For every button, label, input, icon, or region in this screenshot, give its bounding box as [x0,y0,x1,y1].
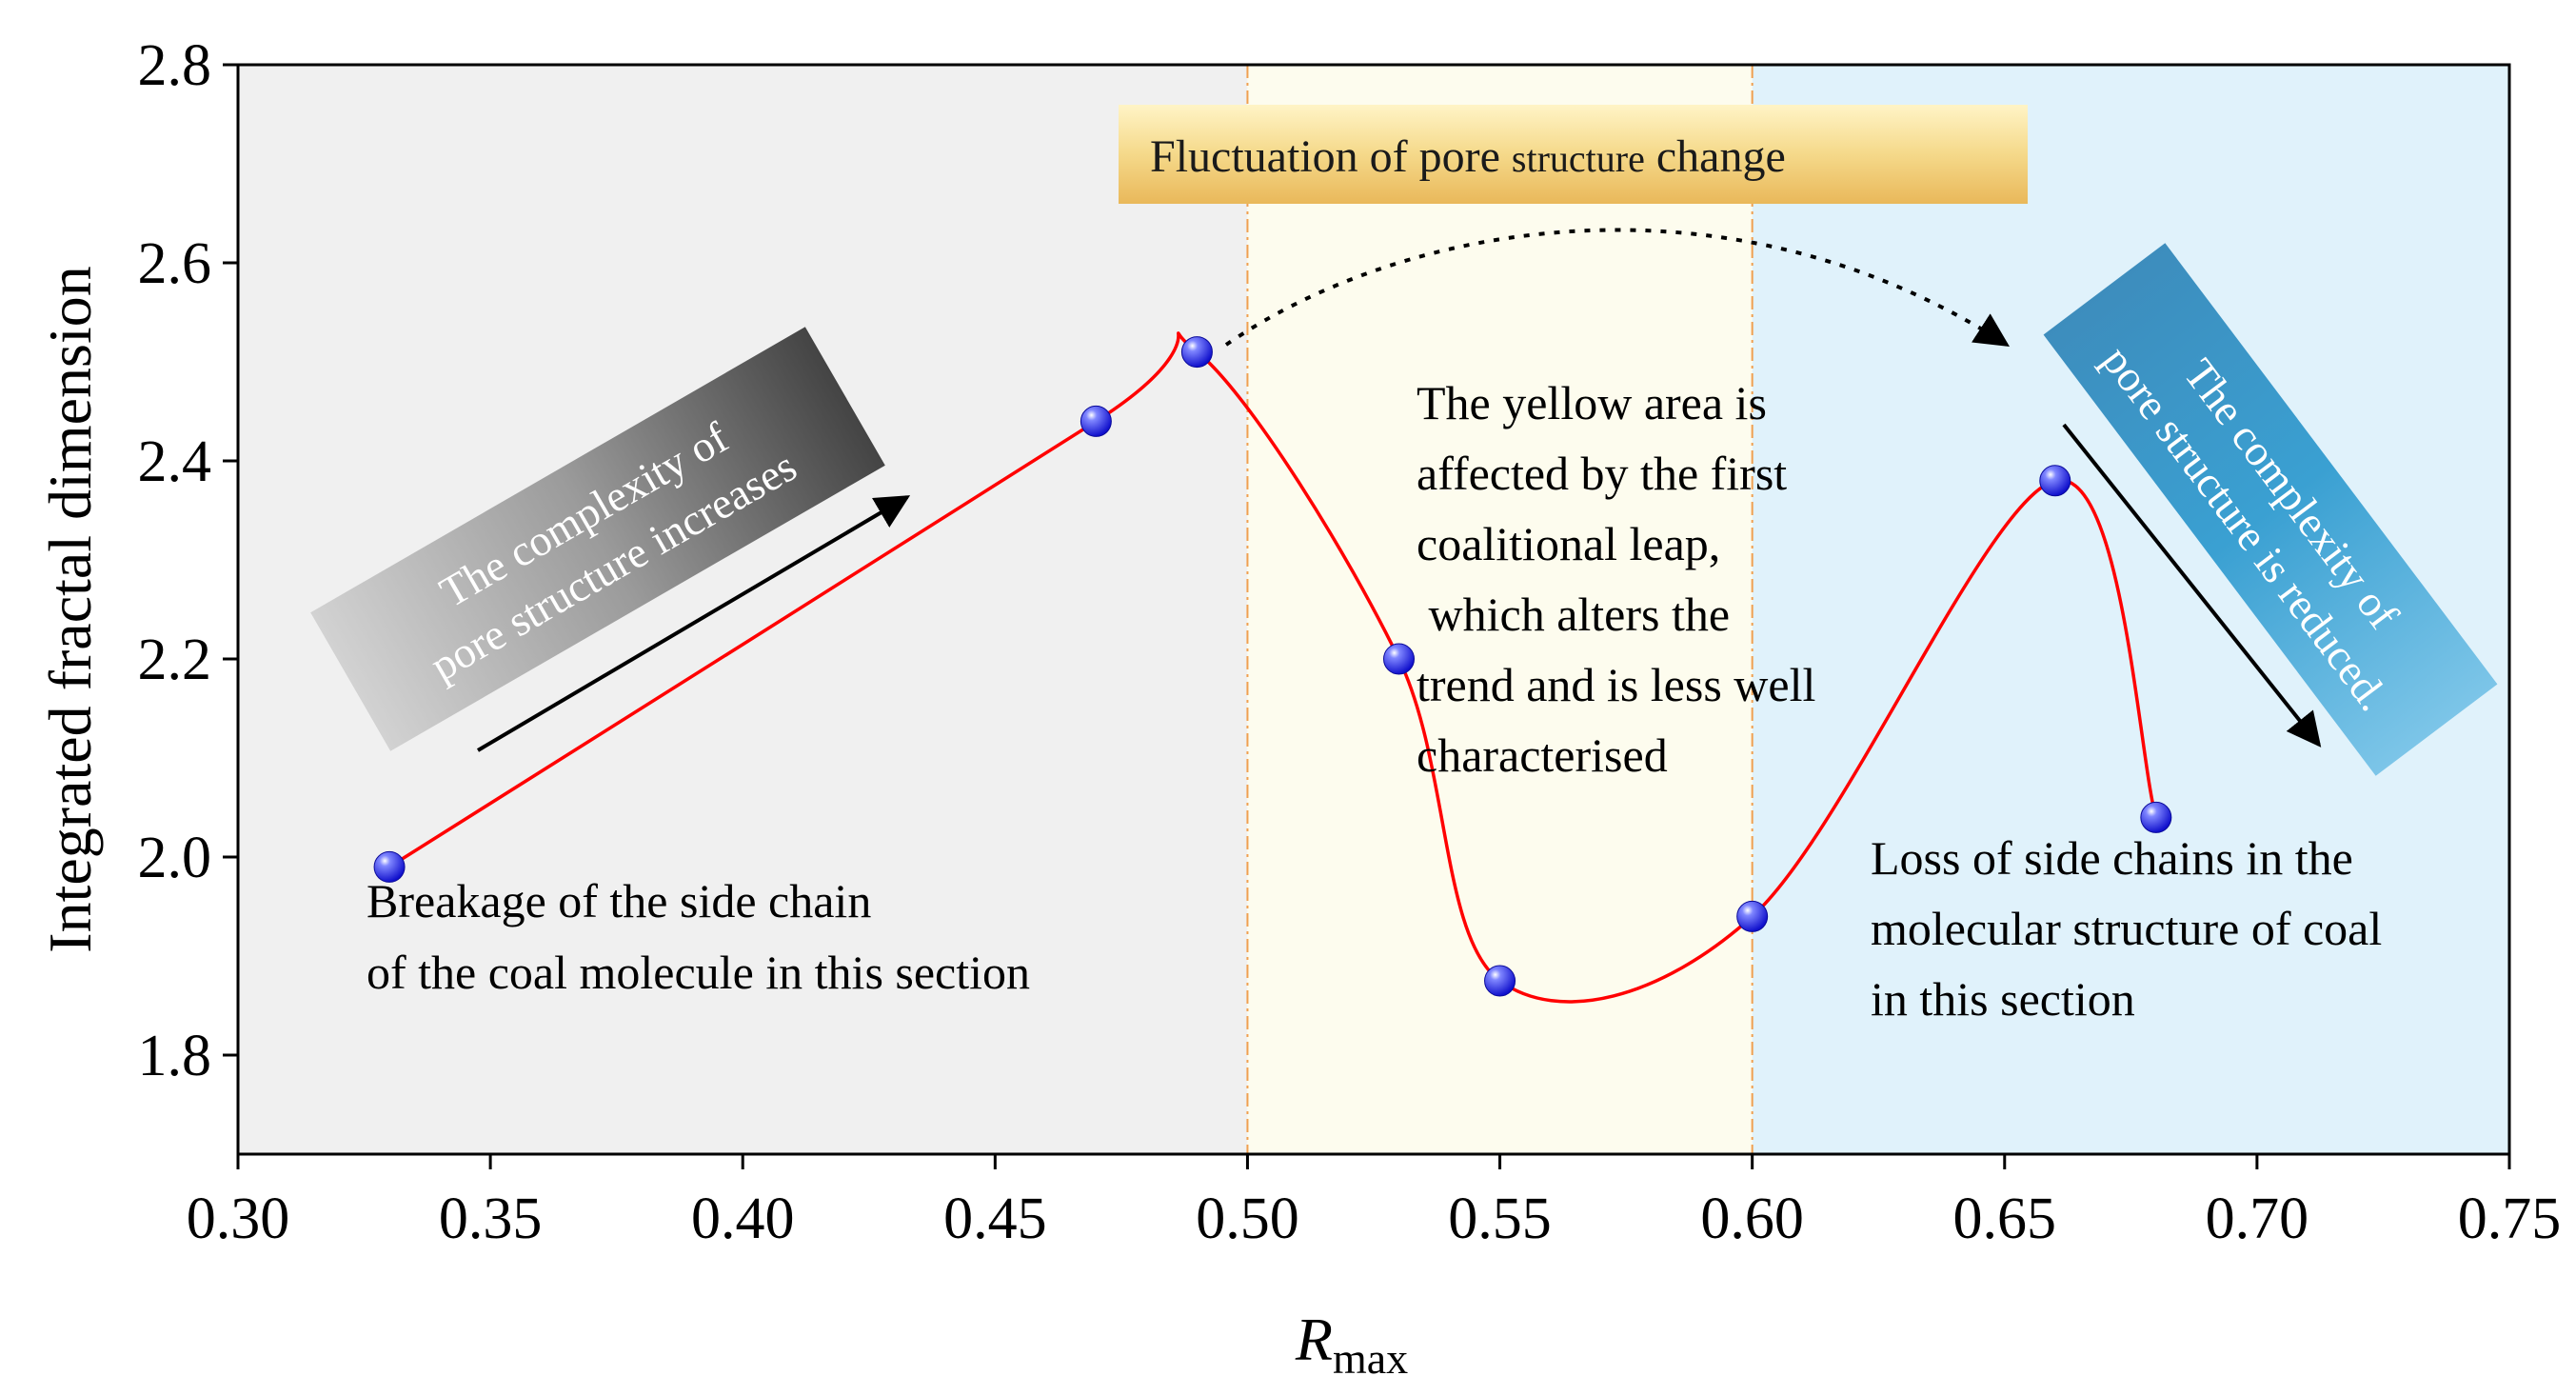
left-annotation-line-2: of the coal molecule in this section [367,946,1030,999]
x-tick-label: 0.75 [2458,1187,2562,1251]
x-tick-label: 0.35 [439,1187,543,1251]
y-tick-label: 2.0 [138,826,212,890]
plot-frame [236,63,2511,1156]
data-point [1180,336,1213,369]
left-annotation: Breakage of the side chain of the coal m… [367,874,1030,999]
middle-annotation-line-3: coalitional leap, [1417,517,1720,570]
x-tick-label: 0.45 [943,1187,1047,1251]
y-tick-label: 2.8 [138,33,212,98]
data-point [2140,801,2172,833]
banner-background [1119,105,2028,204]
x-tick-label: 0.40 [691,1187,795,1251]
right-annotation-line-1: Loss of side chains in the [1871,831,2353,885]
fluctuation-banner: Fluctuation of pore structure change [1119,105,2028,204]
x-tick-label: 0.55 [1448,1187,1552,1251]
banner-text: Fluctuation of pore structure change [1150,131,1786,182]
x-tick-label: 0.50 [1196,1187,1299,1251]
x-axis-title-main: R [1295,1306,1333,1373]
banner-text-prefix: Fluctuation of pore [1150,131,1512,182]
y-tick-label: 2.2 [138,628,212,692]
left-annotation-line-1: Breakage of the side chain [367,874,871,927]
x-tick-label: 0.60 [1700,1187,1804,1251]
data-points [373,336,2172,997]
middle-annotation-line-6: characterised [1417,728,1668,782]
data-point [373,850,406,883]
middle-annotation-line-4: which alters the [1417,588,1730,641]
data-point [1383,643,1416,675]
x-axis-ticks: 0.30 0.35 0.40 0.45 0.50 0.55 0.60 0.65 0.70 0.75 [187,1154,2562,1251]
y-axis-title: Integrated fractal dimension [36,266,104,952]
decrease-arrow [2062,423,2322,748]
fluctuation-dotted-arrow [1224,228,2011,347]
middle-annotation-line-5: trend and is less well [1417,658,1815,711]
increase-arrow [476,495,911,752]
x-tick-label: 0.65 [1953,1187,2057,1251]
x-tick-label: 0.30 [187,1187,290,1251]
middle-annotation: The yellow area is affected by the first… [1417,376,1815,782]
data-point [1484,965,1516,997]
right-annotation-line-2: molecular structure of coal [1871,902,2382,955]
x-axis-title-sub: max [1333,1334,1408,1383]
right-annotation: Loss of side chains in the molecular str… [1871,831,2382,1026]
right-annotation-line-3: in this section [1871,972,2135,1026]
x-axis-title: Rmax [1295,1306,1408,1383]
y-tick-label: 1.8 [138,1024,212,1088]
x-tick-label: 0.70 [2206,1187,2309,1251]
banner-text-suffix: change [1645,131,1786,182]
y-tick-label: 2.4 [138,429,212,494]
series-line [388,331,2158,1004]
banner-text-small: structure [1512,137,1645,180]
middle-annotation-line-1: The yellow area is [1417,376,1767,429]
y-axis-ticks: 1.8 2.0 2.2 2.4 2.6 2.8 [138,33,238,1088]
data-point [1080,405,1112,437]
y-tick-label: 2.6 [138,231,212,296]
middle-annotation-line-2: affected by the first [1417,447,1787,500]
data-point [1736,900,1769,932]
data-point [2039,465,2071,497]
